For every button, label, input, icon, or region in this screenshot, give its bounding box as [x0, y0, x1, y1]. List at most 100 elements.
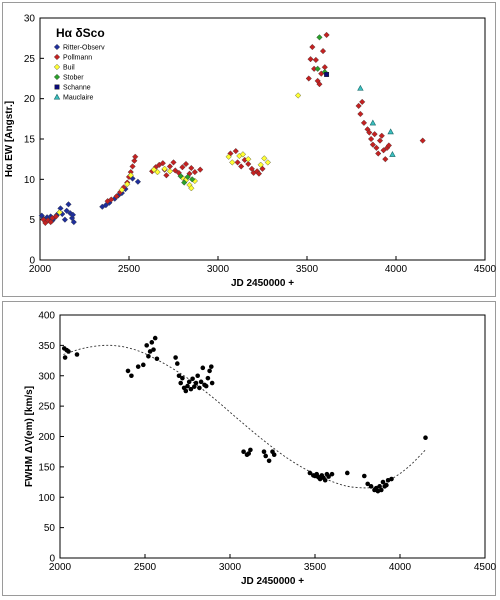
data-point [245, 156, 252, 163]
data-point [369, 141, 376, 148]
data-point [163, 172, 170, 179]
data-point [180, 375, 185, 381]
data-point [191, 168, 198, 176]
data-point [357, 110, 364, 118]
data-point [232, 148, 239, 155]
data-point [209, 380, 215, 386]
data-point [200, 365, 206, 371]
data-point [203, 383, 209, 389]
data-point [307, 470, 313, 476]
y-tick-label: 10 [24, 175, 36, 186]
data-point [134, 178, 141, 185]
data-point [170, 159, 177, 166]
data-point [151, 347, 156, 352]
data-point [141, 362, 146, 368]
data-point [266, 458, 272, 464]
data-point [154, 356, 160, 362]
data-point [248, 447, 253, 453]
data-point [193, 380, 199, 386]
y-tick-label: 0 [49, 554, 55, 565]
data-point [131, 157, 138, 164]
data-point [129, 163, 136, 170]
data-point [209, 364, 214, 369]
data-point [373, 144, 380, 151]
data-point [241, 449, 246, 454]
data-point [177, 173, 184, 180]
fwhm-chart: 2000 2500 3000 3500 4000 4500 0 50 100 150 200 250 3… [24, 311, 497, 588]
series-schanne [324, 72, 330, 77]
data-point [246, 451, 251, 456]
data-point [159, 160, 166, 167]
data-point [69, 211, 77, 218]
data-point [365, 481, 371, 487]
data-point [188, 386, 194, 392]
data-point [380, 479, 386, 485]
data-point [360, 119, 368, 126]
data-point [307, 56, 314, 63]
data-point [359, 98, 366, 105]
data-point [172, 167, 179, 174]
x-tick-label: 4000 [389, 562, 412, 573]
data-point [367, 135, 375, 143]
data-point [375, 150, 382, 157]
data-point [184, 173, 191, 180]
data-point [74, 352, 80, 357]
data-point [369, 119, 377, 126]
data-point [44, 217, 52, 224]
ew-chart-panel: 2000 2500 3000 3500 4000 4500 0 5 10 15 20 25 30 JD 2… [2, 2, 497, 297]
data-point [419, 137, 426, 144]
data-point [198, 379, 204, 385]
data-point [173, 355, 178, 360]
data-point [326, 474, 331, 479]
data-point [183, 388, 189, 394]
data-point [238, 163, 245, 170]
data-point [379, 487, 384, 493]
data-point [271, 452, 277, 458]
data-point [197, 385, 202, 391]
x-tick-label: 3000 [219, 562, 242, 573]
data-point [149, 340, 155, 345]
data-point [378, 132, 385, 139]
data-point [329, 471, 335, 477]
data-point [362, 473, 367, 479]
x-tick-label: 4500 [474, 562, 497, 573]
data-point [175, 361, 180, 366]
data-point [295, 92, 302, 99]
data-point [125, 368, 131, 374]
data-point [389, 151, 396, 157]
data-point [229, 159, 236, 166]
series-mauclaire [357, 84, 396, 157]
plot-area [39, 17, 486, 261]
y-tick-label: 200 [38, 432, 55, 443]
data-point [195, 373, 200, 379]
data-point [380, 147, 387, 154]
data-point [357, 84, 364, 91]
legend-marker [53, 73, 61, 81]
data-point [316, 34, 323, 41]
data-point [127, 172, 134, 179]
y-axis-label: Hα EW [Angstr.] [4, 101, 15, 177]
y-tick-label: 20 [24, 94, 36, 105]
x-axis-label: JD 2450000 + [241, 576, 304, 587]
data-point [61, 216, 69, 223]
data-point [376, 137, 384, 144]
data-point [324, 72, 330, 77]
y-tick-label: 400 [38, 311, 55, 322]
data-point [382, 156, 389, 163]
data-point [384, 482, 389, 488]
data-point [192, 384, 197, 389]
data-point [189, 176, 196, 183]
data-point [135, 364, 141, 369]
x-tick-label: 4000 [385, 264, 408, 275]
data-point [255, 170, 263, 177]
data-point [185, 383, 190, 389]
x-tick-label: 4500 [474, 264, 497, 275]
data-point [124, 181, 131, 188]
data-point [188, 164, 195, 172]
legend-entry: Stober [63, 75, 84, 82]
data-point [178, 380, 183, 386]
data-point [257, 161, 264, 168]
data-point [161, 165, 168, 172]
data-point [154, 168, 161, 176]
legend-entry: Ritter-Observ [63, 45, 105, 52]
